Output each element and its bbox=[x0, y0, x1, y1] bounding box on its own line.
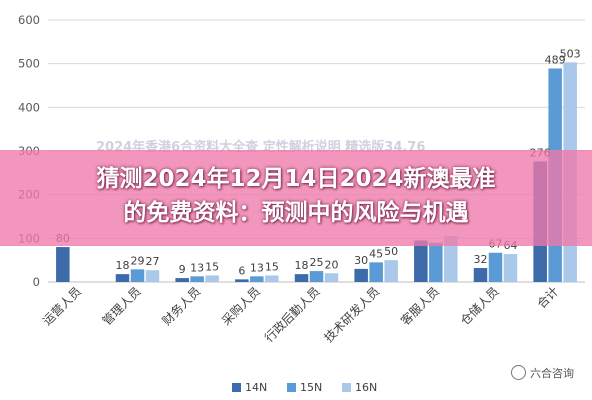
category-label: 行政后勤人员 bbox=[262, 284, 323, 345]
bar-14N-6 bbox=[414, 240, 428, 282]
banner-line-1: 猜测2024年12月14日2024新澳最准 bbox=[96, 166, 496, 192]
bar-16N-2 bbox=[205, 275, 219, 282]
legend-label-15N: 15N bbox=[300, 381, 322, 394]
title-banner bbox=[0, 150, 592, 246]
data-label: 18 bbox=[295, 259, 309, 272]
category-label: 合计 bbox=[534, 284, 562, 312]
bar-14N-3 bbox=[235, 279, 249, 282]
bar-15N-1 bbox=[130, 269, 145, 282]
bar-14N-0 bbox=[56, 247, 70, 282]
data-label: 29 bbox=[131, 254, 145, 267]
bar-16N-7 bbox=[503, 254, 518, 282]
data-label: 32 bbox=[474, 253, 488, 266]
bar-14N-1 bbox=[115, 274, 130, 282]
data-label: 25 bbox=[310, 256, 324, 269]
data-label: 27 bbox=[146, 255, 160, 268]
bar-15N-4 bbox=[309, 271, 324, 282]
bar-15N-2 bbox=[190, 276, 204, 282]
legend-label-14N: 14N bbox=[245, 381, 267, 394]
data-label: 15 bbox=[265, 260, 279, 273]
bar-14N-2 bbox=[175, 278, 189, 282]
y-tick-label: 500 bbox=[18, 57, 40, 71]
bar-15N-7 bbox=[488, 252, 503, 282]
data-label: 489 bbox=[545, 53, 566, 66]
category-label: 管理人员 bbox=[99, 284, 144, 329]
bar-16N-6 bbox=[444, 236, 458, 282]
category-label: 技术研发人员 bbox=[321, 284, 383, 346]
bar-16N-5 bbox=[384, 260, 398, 282]
y-tick-label: 600 bbox=[18, 13, 40, 27]
legend: 14N 15N 16N bbox=[232, 381, 377, 394]
legend-swatch-15N bbox=[287, 383, 296, 392]
data-label: 45 bbox=[369, 247, 383, 260]
bar-16N-4 bbox=[324, 273, 339, 282]
data-label: 20 bbox=[325, 258, 339, 271]
legend-swatch-14N bbox=[232, 383, 241, 392]
data-label: 15 bbox=[205, 260, 219, 273]
bar-15N-6 bbox=[429, 242, 443, 282]
y-tick-label: 0 bbox=[33, 275, 40, 289]
category-label: 财务人员 bbox=[159, 284, 204, 329]
data-label: 30 bbox=[354, 254, 368, 267]
legend-swatch-16N bbox=[342, 383, 351, 392]
category-label: 客服人员 bbox=[397, 284, 442, 329]
wechat-icon bbox=[511, 365, 526, 380]
y-tick-label: 400 bbox=[18, 100, 40, 114]
data-label: 6 bbox=[238, 264, 245, 277]
bar-15N-3 bbox=[250, 276, 264, 282]
bar-14N-4 bbox=[294, 274, 309, 282]
data-label: 9 bbox=[179, 263, 186, 276]
bar-14N-5 bbox=[354, 268, 368, 282]
data-label: 18 bbox=[116, 259, 130, 272]
category-label: 运营人员 bbox=[40, 284, 84, 328]
watermark-text: 六合咨询 bbox=[530, 367, 574, 380]
bar-16N-3 bbox=[265, 275, 279, 282]
category-label: 采购人员 bbox=[218, 284, 263, 329]
data-label: 13 bbox=[250, 261, 264, 274]
legend-label-16N: 16N bbox=[355, 381, 377, 394]
data-label: 503 bbox=[560, 47, 581, 60]
bar-16N-1 bbox=[145, 270, 160, 282]
banner-line-2: 的免费资料：预测中的风险与机遇 bbox=[123, 200, 469, 226]
banner-title: 猜测2024年12月14日2024新澳最准 的免费资料：预测中的风险与机遇 bbox=[0, 162, 592, 230]
bar-15N-5 bbox=[369, 262, 383, 282]
bar-14N-7 bbox=[473, 268, 488, 282]
data-label: 13 bbox=[190, 261, 204, 274]
category-label: 仓储人员 bbox=[457, 284, 502, 329]
data-label: 50 bbox=[384, 245, 398, 258]
watermark: 六合咨询 bbox=[511, 365, 574, 381]
